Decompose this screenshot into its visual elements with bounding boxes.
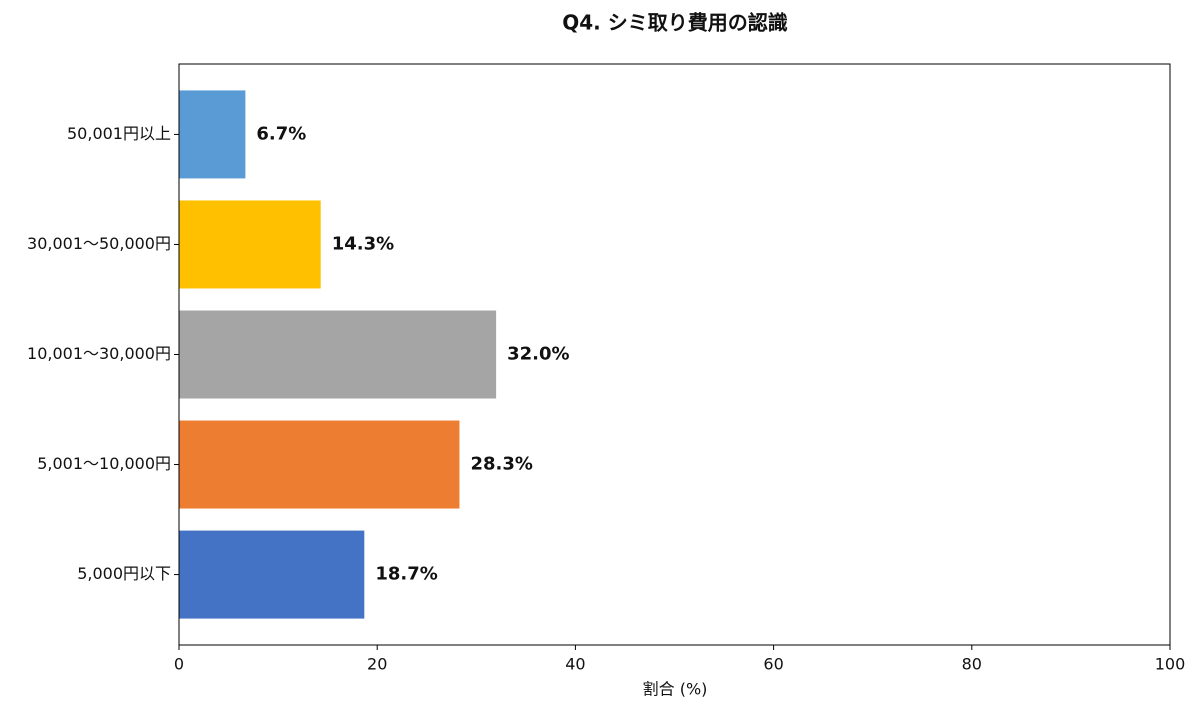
x-tick-label: 40 xyxy=(565,655,585,674)
bar xyxy=(179,310,497,399)
chart-title: Q4. シミ取り費用の認識 xyxy=(562,11,787,35)
value-label: 14.3% xyxy=(332,233,394,254)
value-label: 28.3% xyxy=(470,454,532,475)
value-label: 32.0% xyxy=(507,344,569,365)
bar xyxy=(179,420,460,509)
value-label: 6.7% xyxy=(256,123,306,144)
y-tick-label: 5,000円以下 xyxy=(77,564,171,583)
bar xyxy=(179,200,321,289)
value-label: 18.7% xyxy=(375,564,437,585)
x-tick-label: 20 xyxy=(367,655,387,674)
plot-frame xyxy=(178,63,1171,646)
bar xyxy=(179,530,365,619)
y-tick-label: 30,001〜50,000円 xyxy=(27,234,171,253)
y-tick-label: 50,001円以上 xyxy=(67,124,171,143)
x-tick-label: 80 xyxy=(962,655,982,674)
x-tick-label: 60 xyxy=(763,655,783,674)
x-tick-label: 100 xyxy=(1155,655,1186,674)
bar xyxy=(179,90,246,179)
y-tick-label: 5,001〜10,000円 xyxy=(37,454,171,473)
x-axis-label: 割合 (%) xyxy=(643,680,708,699)
x-tick-label: 0 xyxy=(174,655,184,674)
y-tick-label: 10,001〜30,000円 xyxy=(27,344,171,363)
